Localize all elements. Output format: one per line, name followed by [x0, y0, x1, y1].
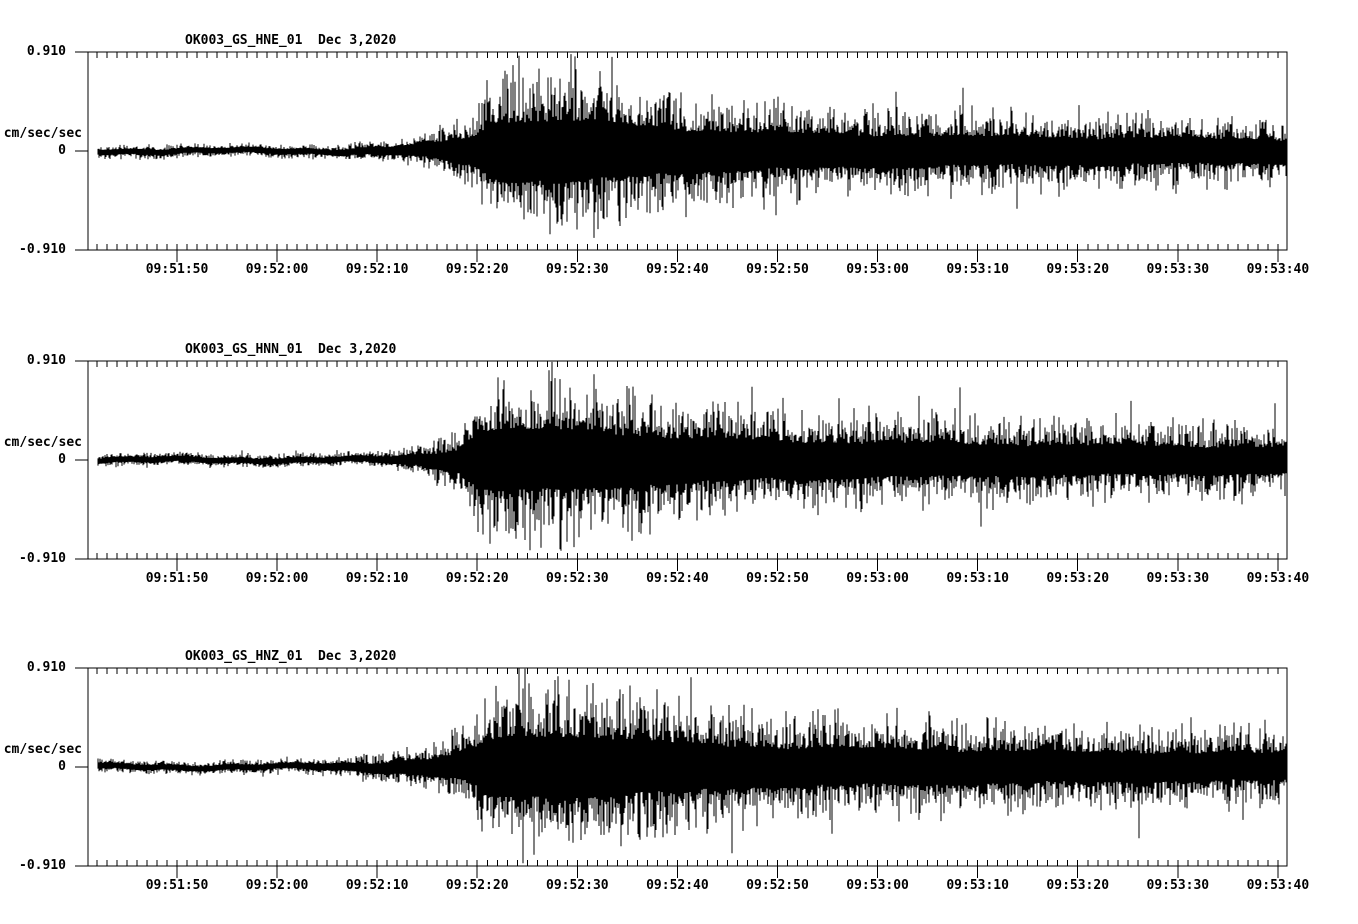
x-axis-tick-label: 09:52:40	[646, 571, 709, 586]
x-axis-tick-label: 09:52:20	[445, 262, 509, 277]
x-axis-tick-label: 09:52:00	[245, 571, 309, 586]
x-axis-tick-label: 09:52:50	[746, 878, 809, 893]
x-axis-tick-label: 09:52:00	[245, 262, 309, 277]
panel-title-hne: OK003_GS_HNE_01 Dec 3,2020	[185, 33, 397, 48]
x-axis-tick-label: 09:52:10	[345, 878, 409, 893]
waveform-trace-ok003_gs_hnn_01	[97, 361, 1287, 551]
x-axis-tick-label: 09:53:10	[946, 262, 1009, 277]
x-axis-tick-label: 09:51:50	[145, 878, 209, 893]
x-axis-tick-label: 09:52:10	[345, 571, 409, 586]
x-axis-tick-label: 09:52:40	[646, 262, 709, 277]
x-axis-tick-label: 09:53:10	[946, 571, 1009, 586]
plot-frame-and-ticks-ok003_gs_hnz_01	[75, 667, 1288, 878]
x-axis-tick-label: 09:53:40	[1246, 571, 1310, 586]
x-axis-tick-label: 09:53:00	[846, 878, 909, 893]
y-axis-tick-label: -0.910	[19, 242, 66, 257]
y-axis-tick-label: 0.910	[26, 660, 66, 675]
x-axis-tick-label: 09:51:50	[145, 571, 209, 586]
x-axis-tick-label: 09:53:20	[1046, 571, 1110, 586]
waveform-trace-ok003_gs_hnz_01	[97, 668, 1287, 864]
y-axis-tick-label: -0.910	[19, 551, 66, 566]
x-axis-tick-label: 09:52:40	[646, 878, 709, 893]
x-axis-tick-label: 09:53:30	[1146, 878, 1210, 893]
x-axis-tick-label: 09:51:50	[145, 262, 209, 277]
y-axis-tick-label: 0.910	[26, 353, 66, 368]
y-axis-tick-label: 0	[58, 143, 66, 158]
amplitude-units-label: cm/sec/sec	[3, 126, 82, 141]
y-axis-tick-label: 0	[58, 759, 66, 774]
x-axis-tick-label: 09:52:20	[445, 878, 509, 893]
x-axis-tick-label: 09:52:00	[245, 878, 309, 893]
x-axis-tick-label: 09:53:20	[1046, 262, 1110, 277]
amplitude-units-label: cm/sec/sec	[3, 435, 82, 450]
x-axis-tick-label: 09:52:30	[546, 878, 609, 893]
x-axis-tick-label: 09:52:30	[546, 571, 609, 586]
y-axis-tick-label: -0.910	[19, 858, 66, 873]
plot-frame-and-ticks-ok003_gs_hne_01	[75, 51, 1288, 262]
panel-title-hnn: OK003_GS_HNN_01 Dec 3,2020	[185, 342, 397, 357]
plot-frame-and-ticks-ok003_gs_hnn_01	[75, 360, 1288, 571]
x-axis-tick-label: 09:53:20	[1046, 878, 1110, 893]
y-axis-tick-label: 0.910	[26, 44, 66, 59]
amplitude-units-label: cm/sec/sec	[3, 742, 82, 757]
x-axis-tick-label: 09:52:50	[746, 262, 809, 277]
x-axis-tick-label: 09:53:00	[846, 571, 909, 586]
x-axis-tick-label: 09:52:10	[345, 262, 409, 277]
x-axis-tick-label: 09:53:10	[946, 878, 1009, 893]
panel-title-hnz: OK003_GS_HNZ_01 Dec 3,2020	[185, 649, 397, 664]
x-axis-tick-label: 09:52:50	[746, 571, 809, 586]
x-axis-tick-label: 09:53:40	[1246, 878, 1310, 893]
x-axis-tick-label: 09:53:40	[1246, 262, 1310, 277]
x-axis-tick-label: 09:52:30	[546, 262, 609, 277]
waveform-trace-ok003_gs_hne_01	[97, 54, 1287, 238]
x-axis-tick-label: 09:53:30	[1146, 571, 1210, 586]
y-axis-tick-label: 0	[58, 452, 66, 467]
x-axis-tick-label: 09:53:30	[1146, 262, 1210, 277]
x-axis-tick-label: 09:52:20	[445, 571, 509, 586]
x-axis-tick-label: 09:53:00	[846, 262, 909, 277]
